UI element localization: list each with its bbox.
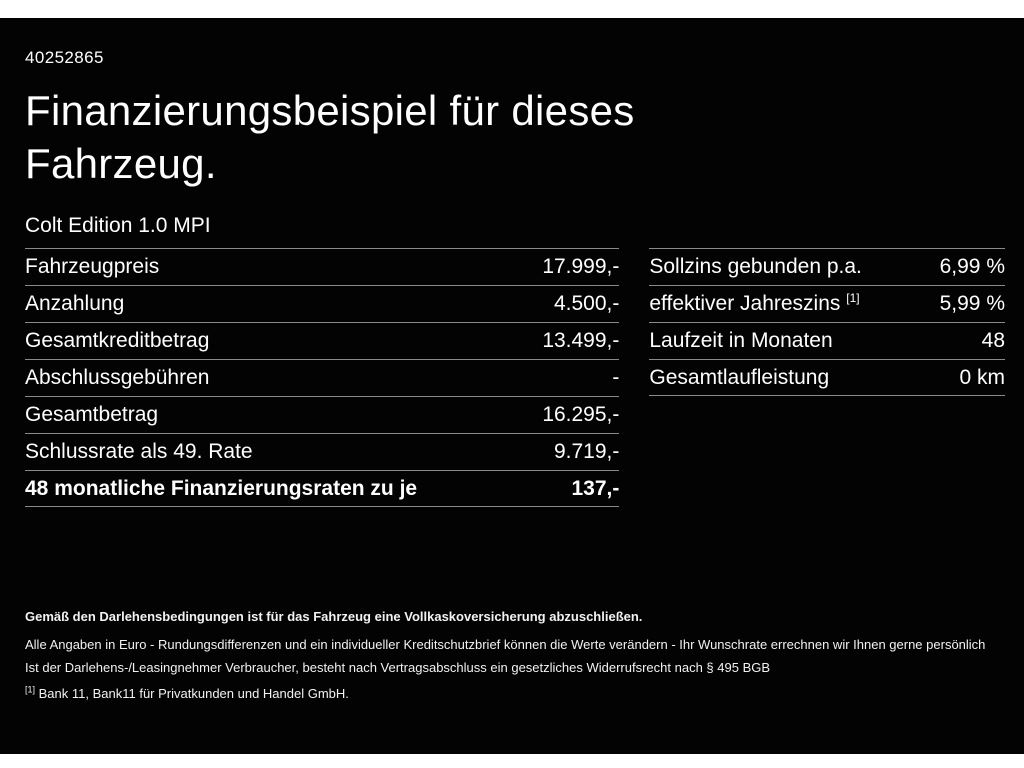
row-value: 6,99 % — [939, 255, 1005, 278]
footnote-marker: [1] — [846, 291, 860, 305]
table-row: Abschlussgebühren - — [25, 359, 620, 396]
row-label: Abschlussgebühren — [25, 366, 210, 389]
financing-table-right: Sollzins gebunden p.a. 6,99 % effektiver… — [649, 248, 1005, 507]
footnote-bank-text: Bank 11, Bank11 für Privatkunden und Han… — [38, 686, 349, 701]
row-value: 0 km — [959, 365, 1005, 389]
footnote-legal-note: Ist der Darlehens-/Leasingnehmer Verbrau… — [25, 660, 771, 675]
vehicle-model: Colt Edition 1.0 MPI — [25, 214, 211, 237]
row-value: 16.295,- — [542, 403, 620, 426]
table-row: Anzahlung 4.500,- — [25, 285, 620, 322]
footnote-bank: [1] Bank 11, Bank11 für Privatkunden und… — [25, 682, 1005, 705]
financing-tables: Fahrzeugpreis 17.999,- Anzahlung 4.500,-… — [25, 248, 1005, 507]
table-row: Gesamtbetrag 16.295,- — [25, 396, 620, 433]
table-row-monthly-rate: 48 monatliche Finanzierungsraten zu je 1… — [25, 470, 620, 507]
financing-sheet: 40252865 Finanzierungsbeispiel für diese… — [0, 18, 1024, 754]
row-label: Gesamtbetrag — [25, 403, 159, 426]
row-value: 9.719,- — [553, 440, 620, 463]
table-row: Sollzins gebunden p.a. 6,99 % — [649, 248, 1005, 285]
footnotes: Gemäß den Darlehensbedingungen ist für d… — [25, 605, 1005, 705]
row-label-text: effektiver Jahreszins — [649, 292, 841, 315]
footnote-euro-note: Alle Angaben in Euro - Rundungsdifferenz… — [25, 637, 986, 652]
table-row: Gesamtkreditbetrag 13.499,- — [25, 322, 620, 359]
vehicle-id: 40252865 — [25, 48, 104, 67]
footnote-ref: [1] — [25, 684, 36, 695]
row-value: - — [612, 366, 620, 389]
table-row: Laufzeit in Monaten 48 — [649, 322, 1005, 359]
row-label: Anzahlung — [25, 292, 125, 315]
row-value: 5,99 % — [939, 292, 1005, 315]
row-label: Schlussrate als 49. Rate — [25, 440, 253, 463]
table-row: Fahrzeugpreis 17.999,- — [25, 248, 620, 285]
table-row: Gesamtlaufleistung 0 km — [649, 359, 1005, 396]
row-label: Gesamtkreditbetrag — [25, 329, 210, 352]
page-title-line1: Finanzierungsbeispiel für dieses — [25, 87, 635, 134]
row-label: Sollzins gebunden p.a. — [649, 255, 862, 278]
table-row: Schlussrate als 49. Rate 9.719,- — [25, 433, 620, 470]
page-title: Finanzierungsbeispiel für dieses Fahrzeu… — [25, 84, 1005, 190]
financing-table-left: Fahrzeugpreis 17.999,- Anzahlung 4.500,-… — [25, 248, 620, 507]
row-label: effektiver Jahreszins [1] — [649, 292, 859, 316]
row-value: 17.999,- — [542, 255, 620, 278]
row-label: Gesamtlaufleistung — [649, 365, 830, 389]
row-label: Fahrzeugpreis — [25, 255, 160, 278]
row-label: 48 monatliche Finanzierungsraten zu je — [25, 476, 418, 500]
page-title-line2: Fahrzeug. — [25, 140, 217, 187]
row-label: Laufzeit in Monaten — [649, 329, 833, 352]
table-row: effektiver Jahreszins [1] 5,99 % — [649, 285, 1005, 322]
footnote-insurance: Gemäß den Darlehensbedingungen ist für d… — [25, 609, 643, 624]
row-value: 48 — [981, 329, 1005, 352]
row-value: 13.499,- — [542, 329, 620, 352]
row-value: 4.500,- — [553, 292, 620, 315]
row-value: 137,- — [571, 476, 620, 500]
